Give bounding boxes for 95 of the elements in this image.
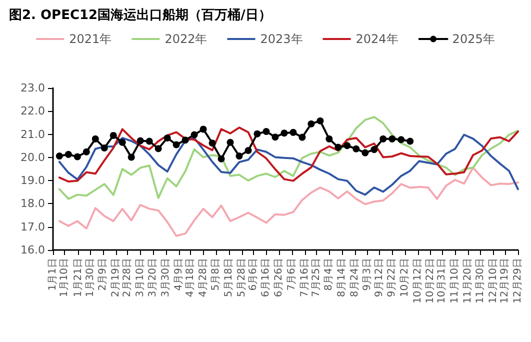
point xyxy=(218,155,225,162)
point xyxy=(208,140,216,147)
point xyxy=(380,135,387,142)
x-tick-label: 5月28日 xyxy=(236,258,248,298)
point xyxy=(128,154,135,161)
x-tick-label: 7月16日 xyxy=(299,258,310,298)
point xyxy=(164,134,171,142)
x-tick-label: 1月30日 xyxy=(84,258,96,298)
y-tick-label: 20.0 xyxy=(20,150,45,164)
legend-label: 2024年 xyxy=(356,32,398,46)
point xyxy=(110,132,117,139)
point xyxy=(64,150,72,158)
point xyxy=(92,135,99,142)
point xyxy=(352,145,360,152)
y-tick-label: 21.0 xyxy=(20,128,45,141)
point xyxy=(398,136,405,144)
point xyxy=(190,131,198,138)
x-tick-label: 12月10日 xyxy=(488,258,500,304)
point xyxy=(56,152,63,160)
point xyxy=(74,153,81,160)
x-tick-label: 7月25日 xyxy=(310,258,322,298)
point xyxy=(290,128,297,136)
x-tick-label: 5月8日 xyxy=(210,258,222,291)
x-tick-label: 8月14日 xyxy=(336,258,348,298)
point xyxy=(136,137,144,144)
x-tick-label: 3月30日 xyxy=(160,258,172,298)
x-tick-label: 11月10日 xyxy=(450,258,461,304)
point xyxy=(236,152,243,160)
x-tick-label: 12月29日 xyxy=(512,258,524,304)
x-tick-label: 4月18日 xyxy=(184,258,196,298)
point xyxy=(334,144,342,151)
y-tick-label: 16.0 xyxy=(20,244,45,256)
x-tick-label: 10月22日 xyxy=(425,258,436,304)
point xyxy=(316,117,324,124)
x-tick-label: 1月21日 xyxy=(73,258,84,298)
x-tick-label: 10月31日 xyxy=(436,258,448,304)
x-tick-label: 8月4日 xyxy=(324,258,335,291)
x-tick-label: 9月3日 xyxy=(362,258,374,291)
x-tick-label: 10月2日 xyxy=(399,258,410,298)
x-tick-label: 6月16日 xyxy=(260,258,272,298)
point xyxy=(118,138,126,146)
point xyxy=(182,136,189,144)
point xyxy=(362,149,369,156)
legend-label: 2023年 xyxy=(260,32,303,46)
y-tick-label: 17.0 xyxy=(20,220,45,234)
x-tick-label: 12月19日 xyxy=(500,258,511,304)
y-tick-label: 18.0 xyxy=(20,197,45,210)
x-tick-label: 11月30日 xyxy=(475,258,486,304)
x-tick-label: 2月28日 xyxy=(122,258,134,298)
legend-label: 2021年 xyxy=(69,32,112,46)
x-tick-label: 7月6日 xyxy=(286,258,298,291)
x-tick-label: 4月28日 xyxy=(198,258,209,298)
x-tick-label: 2月19日 xyxy=(110,258,122,298)
point xyxy=(406,138,414,145)
point xyxy=(200,126,207,133)
y-tick-label: 22.0 xyxy=(20,104,45,118)
y-tick-label: 19.0 xyxy=(20,174,45,188)
line-series xyxy=(58,116,519,200)
point xyxy=(244,146,252,154)
point xyxy=(370,146,378,154)
x-tick-label: 1月10日 xyxy=(59,258,70,298)
point xyxy=(388,135,396,142)
line-series xyxy=(58,126,519,182)
point xyxy=(344,142,351,150)
point xyxy=(326,135,333,142)
x-tick-label: 2月9日 xyxy=(98,258,109,291)
x-tick-label: 6月26日 xyxy=(274,258,285,298)
x-tick-label: 11月20日 xyxy=(462,258,474,304)
legend-label: 2025年 xyxy=(452,32,495,46)
x-tick-label: 5月18日 xyxy=(223,258,234,298)
x-tick-label: 3月20日 xyxy=(148,258,159,298)
point xyxy=(298,134,306,141)
x-tick-label: 10月12日 xyxy=(412,258,424,304)
legend-label: 2022年 xyxy=(164,32,208,46)
point xyxy=(146,138,153,145)
point xyxy=(82,148,90,156)
x-tick-label: 8月24日 xyxy=(349,258,360,298)
x-tick-label: 1月1日 xyxy=(48,258,58,291)
x-tick-label: 9月22日 xyxy=(386,258,398,298)
x-tick-label: 9月12日 xyxy=(374,258,385,298)
point xyxy=(262,128,270,136)
x-tick-label: 3月10日 xyxy=(134,258,146,298)
line-series xyxy=(58,166,519,237)
x-tick-label: 6月6日 xyxy=(248,258,259,291)
point xyxy=(254,130,261,138)
point xyxy=(154,145,162,152)
x-tick-label: 4月9日 xyxy=(173,258,184,291)
point xyxy=(226,138,234,146)
y-tick-label: 23.0 xyxy=(20,82,45,94)
chart-title: 图2. OPEC12国海运出口船期（百万桶/日） xyxy=(9,7,272,23)
point xyxy=(272,134,279,141)
point xyxy=(280,130,288,137)
point xyxy=(308,120,315,128)
point xyxy=(172,141,180,148)
point xyxy=(100,144,108,152)
